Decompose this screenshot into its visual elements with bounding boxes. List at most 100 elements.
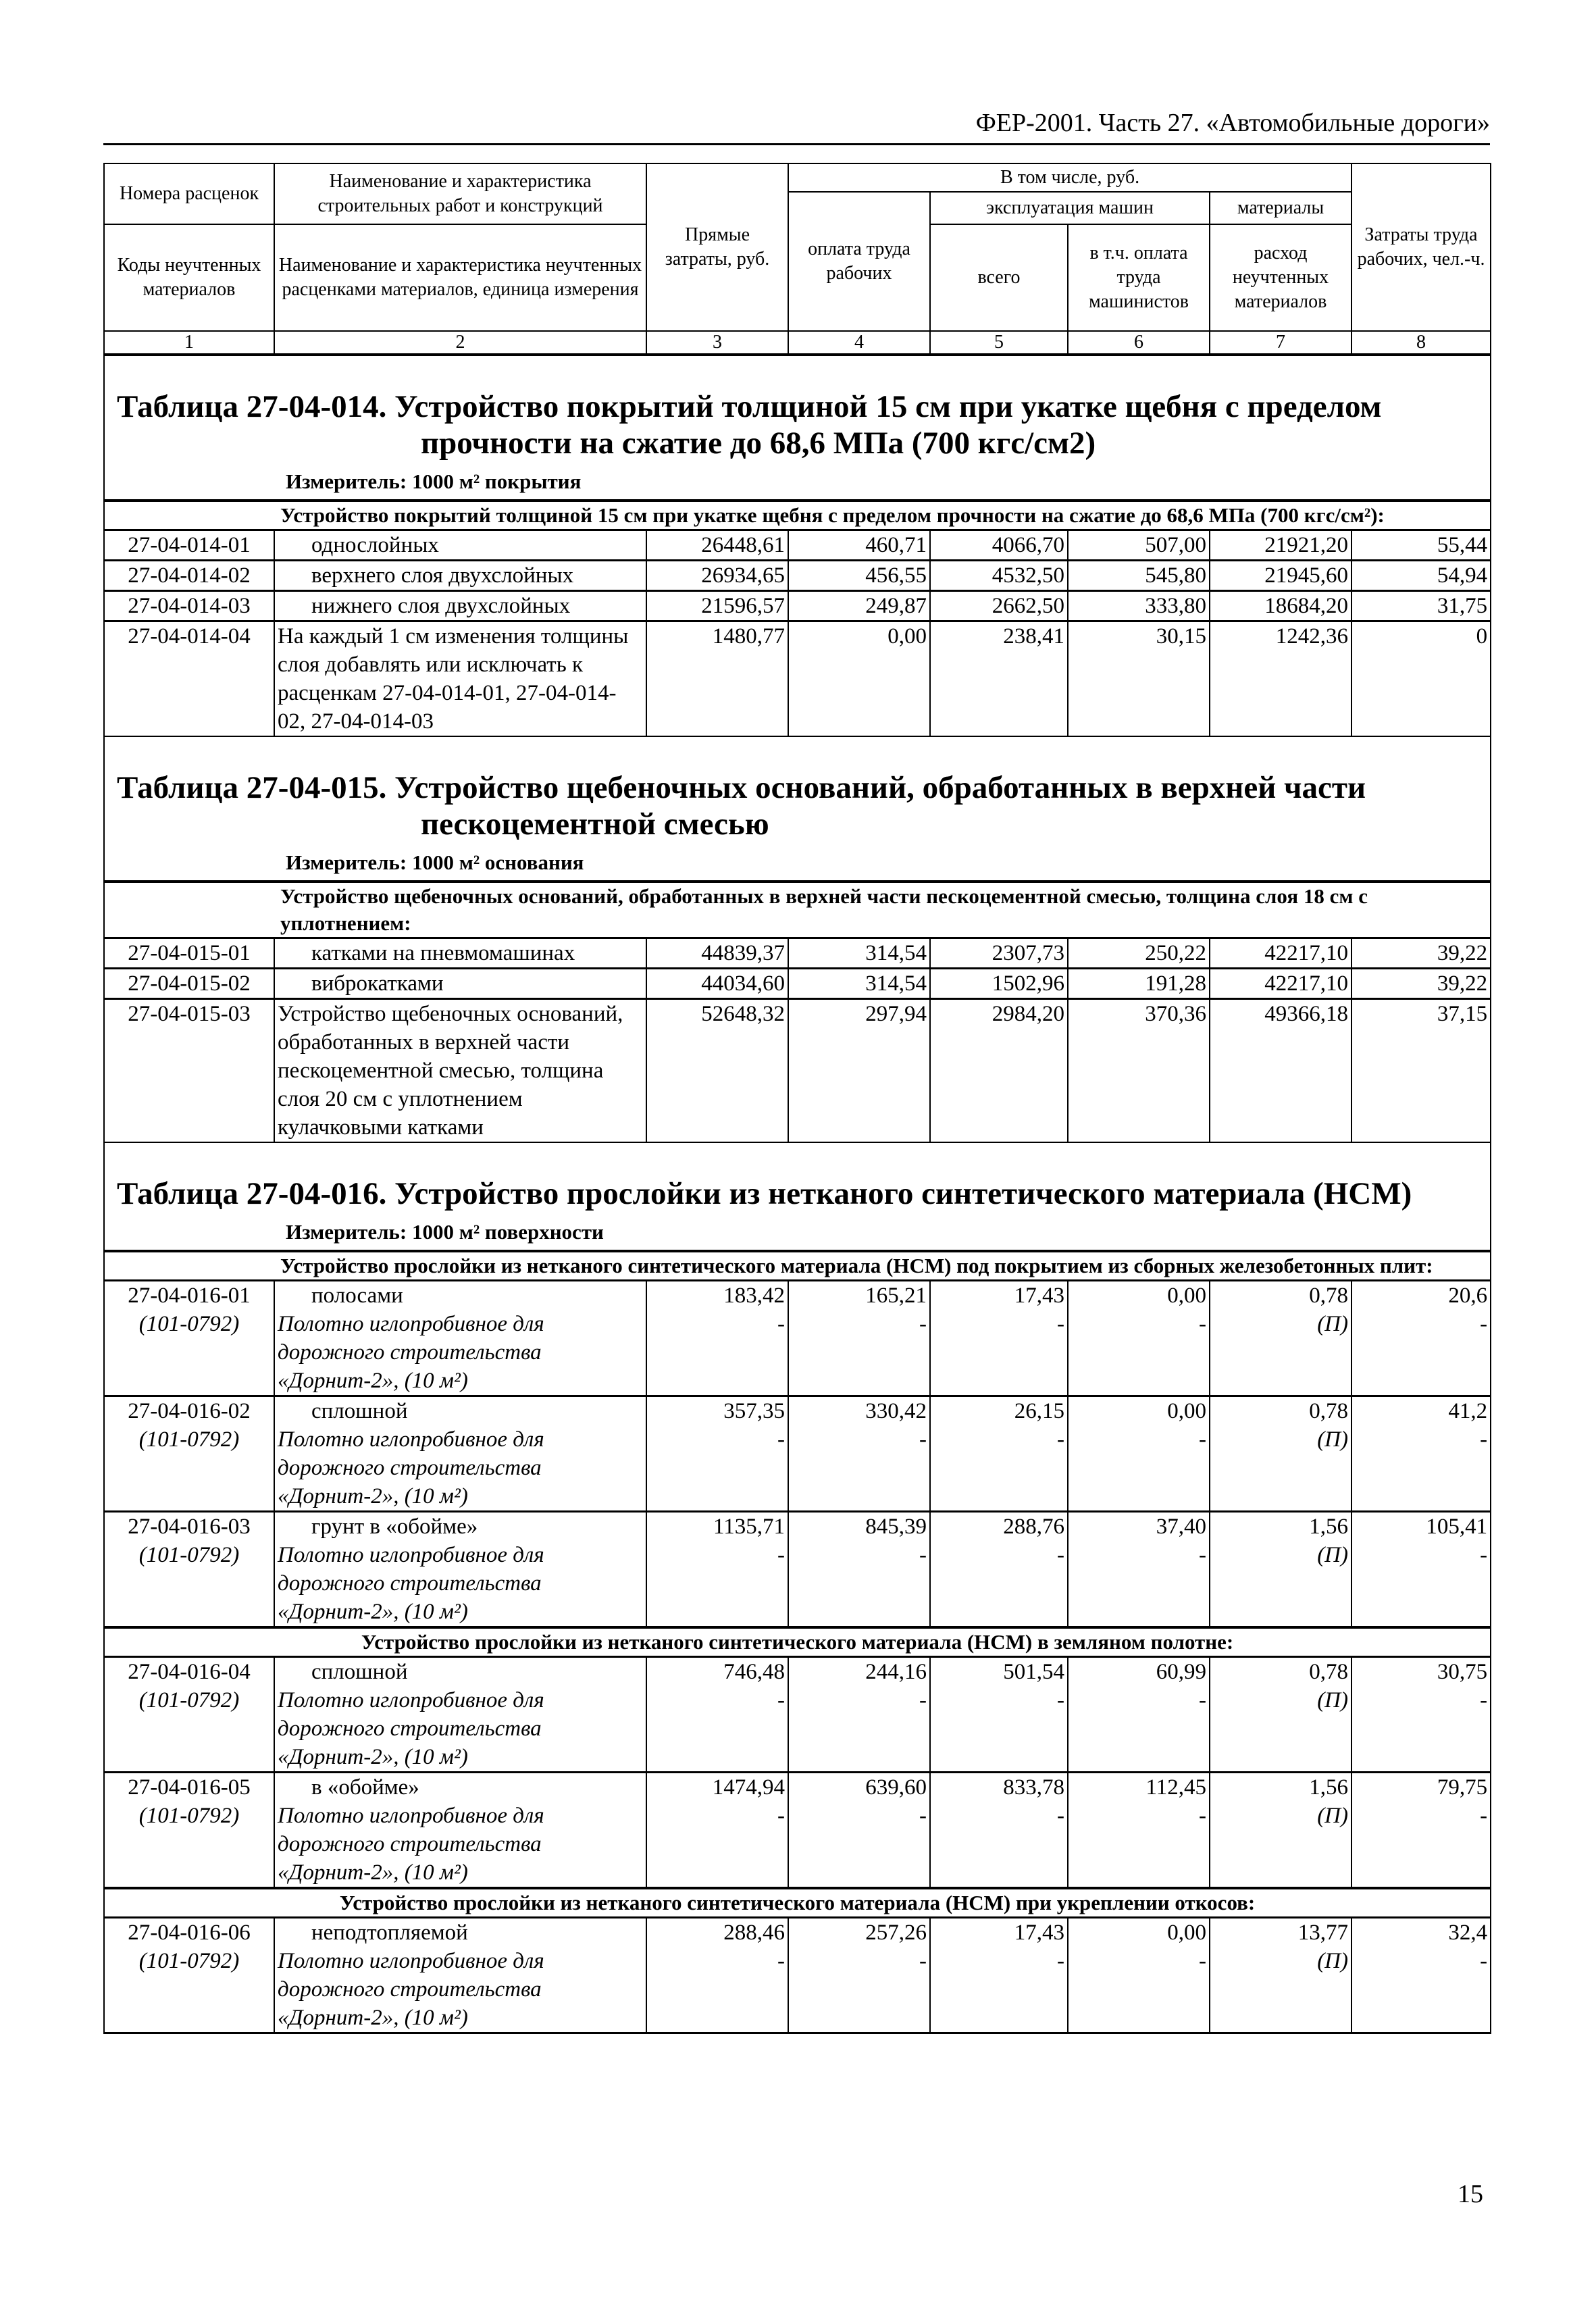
material-value: - — [777, 1804, 785, 1828]
table-title-cell: Таблица 27-04-015. Устройство щебеночных… — [103, 736, 1492, 882]
value-cell: 30,15 — [1067, 620, 1210, 737]
value: 60,99 — [1156, 1660, 1206, 1684]
header-col2-top: Наименование и характеристика строительн… — [274, 163, 647, 225]
value: 21945,60 — [1264, 563, 1348, 588]
value-cell: 79,75 - — [1350, 1771, 1492, 1889]
header-materials: материалы — [1208, 191, 1353, 225]
material-value: - — [1199, 1804, 1206, 1828]
work-name: сплошной — [311, 1660, 408, 1684]
material-value: - — [1480, 1312, 1488, 1336]
value: 105,41 — [1426, 1515, 1488, 1539]
work-name: неподтопляемой — [311, 1921, 468, 1945]
material-code: (101-0792) — [138, 1427, 240, 1452]
value-cell: 4066,70 — [929, 529, 1069, 561]
work-name-cell: неподтопляемой Полотно иглопробивное для … — [274, 1916, 647, 2034]
table-row: 27-04-014-01 однослойных 26448,61 460,71 406… — [103, 529, 1492, 561]
value-cell: 2984,20 — [929, 998, 1069, 1143]
material-value: - — [919, 1688, 927, 1712]
table-row: 27-04-015-03 Устройство щебеночных основа… — [103, 998, 1492, 1143]
table-row: 27-04-014-02 верхнего слоя двухслойных 269… — [103, 559, 1492, 592]
value: 249,87 — [865, 594, 927, 618]
rate-code-cell: 27-04-016-02 (101-0792) — [103, 1395, 275, 1513]
work-name: полосами — [311, 1283, 403, 1308]
work-name: катками на пневмомашинах — [311, 941, 575, 965]
running-title: ФЕР-2001. Часть 27. «Автомобильные дорог… — [975, 109, 1490, 137]
material-value: - — [1480, 1804, 1488, 1828]
value-cell: 501,54 - — [929, 1656, 1069, 1773]
table-title-cell: Таблица 27-04-014. Устройство покрытий т… — [103, 356, 1492, 501]
value: 26934,65 — [701, 563, 785, 588]
table-title-cell: Таблица 27-04-016. Устройство прослойки … — [103, 1142, 1492, 1251]
work-name: виброкатками — [311, 971, 444, 996]
rate-code-cell: 27-04-015-01 — [103, 937, 275, 969]
table-row: 27-04-015-02 виброкатками 44034,60 314,54 15… — [103, 967, 1492, 1000]
value-cell: 32,4 - — [1350, 1916, 1492, 2034]
value-cell: 333,80 — [1067, 590, 1210, 622]
value-cell: 26,15 - — [929, 1395, 1069, 1513]
value: 1,56 — [1309, 1775, 1348, 1800]
material-value: (П) — [1317, 1312, 1348, 1336]
material-value: (П) — [1317, 1427, 1348, 1452]
value: 54,94 — [1437, 563, 1488, 588]
rate-code-cell: 27-04-015-02 — [103, 967, 275, 1000]
value: 845,39 — [865, 1515, 927, 1539]
value-cell: 330,42 - — [788, 1395, 931, 1513]
work-name-cell: верхнего слоя двухслойных — [274, 559, 647, 592]
value: 297,94 — [865, 1002, 927, 1026]
value-cell: 0,78 (П) — [1209, 1279, 1352, 1397]
value-cell: 55,44 — [1350, 529, 1492, 561]
table-row: 27-04-016-06 (101-0792) неподтопляемой Поло… — [103, 1916, 1492, 2034]
value: 501,54 — [1003, 1660, 1064, 1684]
value-cell: 37,15 — [1350, 998, 1492, 1143]
value-cell: 297,94 — [788, 998, 931, 1143]
value-cell: 833,78 - — [929, 1771, 1069, 1889]
material-name: Полотно иглопробивное для дорожного стро… — [278, 1804, 544, 1885]
value-cell: 0,78 (П) — [1209, 1395, 1352, 1513]
group-heading: Устройство покрытий толщиной 15 см при у… — [103, 499, 1492, 531]
value-cell: 1480,77 — [646, 620, 789, 737]
value: 746,48 — [723, 1660, 785, 1684]
rate-code-cell: 27-04-014-04 — [103, 620, 275, 737]
material-value: - — [919, 1804, 927, 1828]
value: 1502,96 — [992, 971, 1064, 996]
header-including: В том числе, руб. — [787, 163, 1353, 193]
value: 2984,20 — [992, 1002, 1064, 1026]
rate-code-cell: 27-04-016-01 (101-0792) — [103, 1279, 275, 1397]
table-row: 27-04-016-04 (101-0792) сплошной Полотно иг… — [103, 1656, 1492, 1773]
value: 32,4 — [1448, 1921, 1488, 1945]
value-cell: 238,41 — [929, 620, 1069, 737]
header-col4: оплата труда рабочих — [788, 191, 931, 332]
header-col2-bottom: Наименование и характеристика неучтенных… — [274, 224, 647, 332]
page-number: 15 — [1458, 2180, 1483, 2208]
value: 250,22 — [1145, 941, 1206, 965]
value: 0,00 — [887, 624, 927, 649]
table-title: Таблица 27-04-015. Устройство щебеночных… — [117, 770, 1366, 805]
value-cell: 0,00 - — [1067, 1395, 1210, 1513]
work-name-cell: однослойных — [274, 529, 647, 561]
rate-code-cell: 27-04-014-03 — [103, 590, 275, 622]
value: 44034,60 — [701, 971, 785, 996]
group-heading: Устройство прослойки из нетканого синтет… — [103, 1250, 1492, 1281]
work-name: сплошной — [311, 1399, 408, 1423]
rate-code: 27-04-016-05 — [128, 1775, 251, 1800]
value: 0,78 — [1309, 1399, 1348, 1423]
value-cell: 39,22 — [1350, 937, 1492, 969]
rate-code-cell: 27-04-016-06 (101-0792) — [103, 1916, 275, 2034]
value: 833,78 — [1003, 1775, 1064, 1800]
value-cell: 44034,60 — [646, 967, 789, 1000]
value-cell: 1135,71 - — [646, 1510, 789, 1628]
value-cell: 2662,50 — [929, 590, 1069, 622]
table-title-line2: пескоцементной смесью — [421, 807, 769, 842]
work-name-cell: сплошной Полотно иглопробивное для дорожн… — [274, 1656, 647, 1773]
value-cell: 21596,57 — [646, 590, 789, 622]
value-cell: 1,56 (П) — [1209, 1510, 1352, 1628]
rate-code: 27-04-014-02 — [128, 563, 251, 588]
work-name-cell: Устройство щебеночных оснований, обработ… — [274, 998, 647, 1143]
rate-code-cell: 27-04-016-03 (101-0792) — [103, 1510, 275, 1628]
material-value: - — [1480, 1949, 1488, 1973]
group-heading: Устройство прослойки из нетканого синтет… — [103, 1626, 1492, 1658]
value-cell: 52648,32 — [646, 998, 789, 1143]
value-cell: 314,54 — [788, 937, 931, 969]
material-value: - — [919, 1949, 927, 1973]
material-value: - — [919, 1427, 927, 1452]
